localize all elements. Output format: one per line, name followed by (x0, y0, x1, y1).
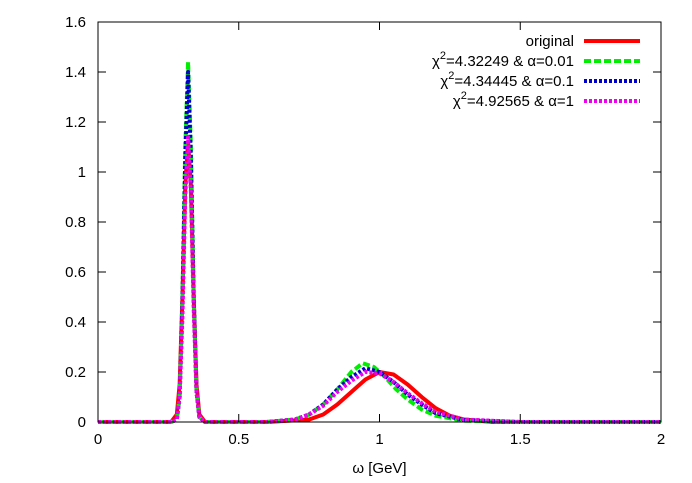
legend-label-4: χ2=4.92565 & α=1 (453, 90, 574, 110)
x-tick-label: 0.5 (228, 431, 249, 448)
x-tick-label: 0 (94, 431, 102, 448)
x-tick-label: 2 (657, 431, 665, 448)
y-tick-label: 0.6 (65, 264, 86, 281)
y-tick-label: 1.6 (65, 14, 86, 31)
y-tick-label: 1 (78, 164, 86, 181)
series-layer (98, 60, 661, 424)
ticks-layer: 0 0.5 1 1.5 2 0 0.2 0.4 0.6 0.8 1 1.2 1.4 1.6 (65, 14, 665, 448)
series-line-4 (98, 135, 661, 424)
x-tick-label: 1 (375, 431, 383, 448)
y-tick-label: 0 (78, 414, 86, 431)
legend-label-2: χ2=4.32249 & α=0.01 (432, 50, 574, 70)
y-tick-label: 1.2 (65, 114, 86, 131)
y-tick-label: 0.2 (65, 364, 86, 381)
y-tick-label: 0.4 (65, 314, 86, 331)
y-tick-label: 1.4 (65, 64, 86, 81)
y-tick-label: 0.8 (65, 214, 86, 231)
legend-label-3: χ2=4.34445 & α=0.1 (440, 70, 574, 90)
x-axis-label: ω [GeV] (352, 460, 406, 477)
legend-label-1: original (526, 33, 574, 50)
x-tick-label: 1.5 (510, 431, 531, 448)
